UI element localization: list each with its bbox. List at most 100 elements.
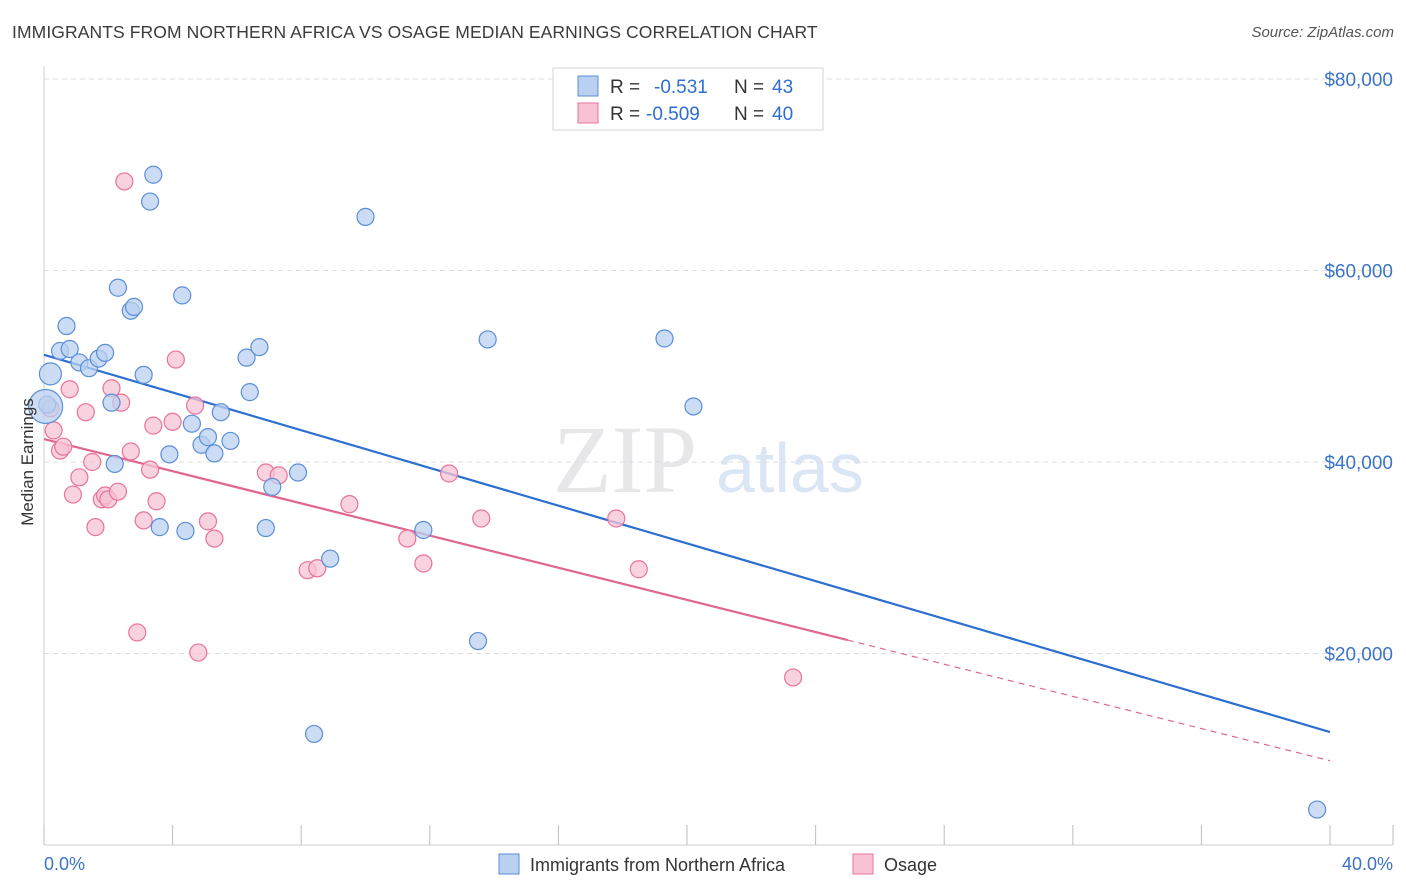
- point-osage-22: [147, 492, 166, 511]
- series-label-osage: Osage: [884, 855, 937, 875]
- point-immigrants-41: [1308, 800, 1327, 819]
- point-immigrants-28: [240, 383, 259, 402]
- legend-n-label-2: N =: [734, 104, 764, 125]
- y-tick-label-0: $20,000: [1324, 645, 1393, 666]
- point-immigrants-16: [144, 165, 163, 184]
- legend-n-value-1: 43: [772, 77, 793, 98]
- point-immigrants-24: [205, 444, 224, 463]
- legend-r-label-1: R =: [610, 77, 640, 98]
- point-immigrants-1: [38, 362, 63, 386]
- trend-line-osage-extension: [847, 639, 1331, 762]
- x-tick-label-1: 40.0%: [1342, 854, 1393, 874]
- stats-legend: R = -0.531 N = 43 R = -0.509 N = 40: [552, 67, 824, 131]
- watermark: ZIP atlas: [553, 406, 864, 513]
- point-immigrants-34: [321, 549, 340, 568]
- point-immigrants-37: [468, 631, 488, 651]
- point-osage-4: [60, 380, 79, 399]
- point-immigrants-21: [182, 414, 201, 433]
- trend-line-osage: [43, 437, 849, 642]
- legend-r-label-2: R =: [610, 104, 640, 125]
- point-immigrants-11: [108, 278, 128, 297]
- y-tick-label-3: $80,000: [1324, 70, 1393, 91]
- point-osage-outlier: [783, 668, 803, 687]
- y-tick-label-1: $40,000: [1324, 453, 1393, 474]
- point-immigrants-17: [150, 518, 169, 537]
- data-points: [28, 165, 1327, 819]
- point-osage-23: [163, 412, 182, 431]
- point-immigrants-25: [211, 403, 230, 422]
- point-osage-7: [76, 403, 95, 422]
- point-osage-38: [607, 509, 626, 528]
- point-osage-35: [414, 554, 433, 573]
- point-immigrants-36: [414, 520, 433, 540]
- legend-n-value-2: 40: [772, 104, 793, 125]
- legend-swatch-blue: [577, 75, 599, 97]
- point-immigrants-14: [134, 365, 153, 384]
- point-osage-27: [198, 512, 218, 531]
- point-immigrants-15: [140, 192, 160, 211]
- point-immigrants-30: [256, 518, 275, 538]
- point-osage-8: [83, 452, 102, 472]
- point-immigrants-23: [198, 428, 218, 447]
- point-osage-25: [186, 396, 205, 415]
- point-immigrants-29: [250, 338, 269, 357]
- series-swatch-blue: [498, 853, 520, 875]
- x-tick-label-0: 0.0%: [44, 854, 85, 874]
- legend-swatch-pink: [577, 102, 599, 124]
- point-immigrants-26: [221, 431, 240, 451]
- point-osage-19: [134, 511, 153, 530]
- point-immigrants-8: [95, 343, 115, 362]
- point-osage-18: [128, 623, 147, 642]
- point-osage-33: [340, 495, 359, 514]
- point-immigrants-32: [288, 463, 308, 482]
- legend-r-value-1: -0.531: [654, 77, 708, 98]
- point-osage-6: [70, 468, 89, 487]
- point-osage-14: [108, 482, 128, 501]
- point-immigrants-10: [105, 454, 124, 474]
- point-immigrants-33: [304, 724, 324, 744]
- point-osage-5: [63, 485, 83, 504]
- point-immigrants-40: [684, 397, 703, 416]
- point-osage-37: [472, 509, 491, 528]
- point-immigrants-39: [655, 329, 674, 348]
- point-osage-26: [189, 643, 208, 662]
- trend-line-immigrants: [43, 353, 1331, 734]
- series-legend: Immigrants from Northern Africa Osage: [498, 853, 937, 875]
- point-immigrants-35: [356, 207, 375, 226]
- point-immigrants-42: [28, 388, 64, 425]
- point-immigrants-3: [57, 316, 76, 336]
- point-osage-16: [115, 172, 134, 191]
- point-osage-24: [166, 350, 185, 369]
- point-immigrants-31: [263, 477, 282, 496]
- point-osage-39: [629, 560, 648, 579]
- point-immigrants-9: [102, 393, 121, 412]
- point-osage-34: [398, 529, 417, 548]
- point-osage-21: [144, 416, 163, 435]
- point-osage-32: [308, 559, 327, 578]
- trend-lines: [43, 353, 1331, 762]
- axes: 0.0% 40.0%: [43, 66, 1394, 874]
- point-osage-1: [44, 421, 63, 440]
- point-immigrants-18: [160, 445, 179, 464]
- point-immigrants-4: [60, 339, 79, 359]
- grid: $20,000 $40,000 $60,000 $80,000: [44, 70, 1393, 666]
- point-osage-20: [140, 460, 160, 479]
- point-osage-3: [54, 437, 73, 456]
- series-label-immigrants: Immigrants from Northern Africa: [530, 855, 786, 875]
- point-osage-9: [86, 518, 105, 537]
- series-swatch-pink: [852, 853, 874, 875]
- watermark-zip: ZIP: [553, 406, 697, 513]
- legend-r-value-2: -0.509: [646, 104, 700, 125]
- point-osage-36: [439, 464, 459, 483]
- legend-n-label-1: N =: [734, 77, 764, 98]
- point-immigrants-38: [478, 330, 497, 349]
- watermark-atlas: atlas: [716, 429, 864, 507]
- point-immigrants-27: [237, 348, 256, 367]
- point-immigrants-13: [124, 297, 144, 316]
- y-tick-label-2: $60,000: [1324, 262, 1393, 283]
- y-axis-title: Median Earnings: [18, 398, 37, 526]
- chart-source: Source: ZipAtlas.com: [1251, 24, 1394, 41]
- point-osage-17: [121, 442, 140, 461]
- point-immigrants-19: [173, 286, 192, 305]
